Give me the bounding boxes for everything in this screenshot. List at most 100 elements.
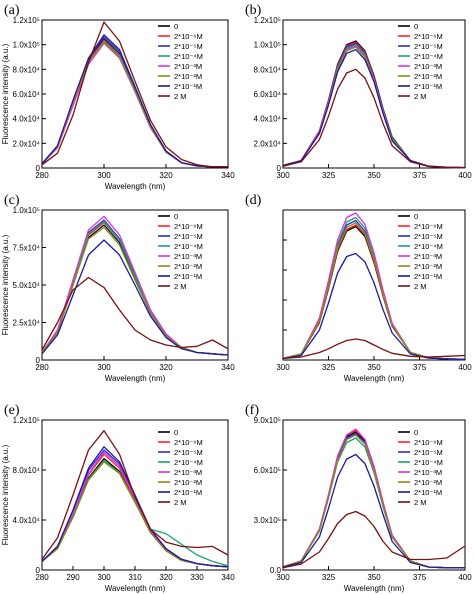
legend-label: 2*10⁻⁵M [174, 232, 203, 241]
y-tick-label: 1.2x10⁵ [13, 416, 40, 425]
series-line [282, 222, 466, 360]
series-line [41, 446, 229, 568]
x-tick-label: 375 [413, 363, 427, 372]
legend-label: 2*10⁻²M [174, 262, 202, 271]
legend-label: 2*10⁻⁵M [174, 42, 203, 51]
y-tick-label: 0 [36, 566, 41, 575]
y-tick-label: 9.0x10⁵ [254, 416, 281, 425]
y-axis-label: Fluorescence intensity (a.u.) [1, 43, 10, 144]
y-tick-label: 4.0x10⁴ [13, 516, 41, 525]
legend-label: 2 M [174, 498, 187, 507]
x-tick-label: 310 [128, 573, 142, 582]
x-tick-label: 325 [322, 171, 336, 180]
series-line [282, 453, 466, 569]
y-tick-label: 0 [277, 164, 282, 173]
legend-label: 2*10⁻⁶M [174, 32, 203, 41]
y-tick-label: 5.0x10⁴ [13, 281, 41, 290]
y-tick-label: 2.0x10⁴ [13, 139, 41, 148]
y-tick-label: 8.0x10⁴ [13, 466, 41, 475]
panel-label: (d) [245, 193, 262, 208]
series-line [41, 34, 229, 168]
panel-6: 300 325 350 375 400 0.0 3.0x10⁵ 6.0x10⁵ 9.0x10⁵ W… [245, 403, 472, 593]
legend-label: 2*10⁻⁵M [414, 448, 443, 457]
legend-label: 2*10⁻⁵M [414, 42, 443, 51]
legend-label: 2*10⁻³M [414, 252, 442, 261]
legend-label: 0 [414, 22, 418, 31]
legend-label: 2*10⁻¹M [174, 272, 202, 281]
legend-label: 0 [174, 22, 178, 31]
x-tick-label: 300 [276, 363, 290, 372]
panel-label: (b) [245, 3, 262, 18]
y-tick-label: 8.0x10⁴ [13, 65, 41, 74]
x-tick-label: 375 [413, 573, 427, 582]
y-tick-label: 0 [36, 356, 41, 365]
panel-5: 280 290 300 310 320 330 340 0 4.0x10⁴ 8.0x10⁴ 1.2x… [1, 403, 235, 593]
y-tick-label: 6.0x10⁵ [254, 466, 281, 475]
legend-label: 2*10⁻³M [174, 252, 202, 261]
x-axis-label: Wavelength (nm) [105, 374, 166, 383]
legend-label: 2*10⁻³M [174, 468, 202, 477]
y-tick-label: 2.5x10⁴ [13, 319, 41, 328]
x-axis-label: Wavelength (nm) [105, 182, 166, 191]
legend-label: 2*10⁻⁶M [174, 222, 203, 231]
series-line [282, 510, 466, 569]
x-tick-label: 300 [276, 573, 290, 582]
legend-label: 2*10⁻²M [414, 478, 442, 487]
legend-label: 2*10⁻⁶M [414, 32, 443, 41]
legend-label: 2*10⁻²M [174, 478, 202, 487]
legend-label: 2 M [414, 498, 427, 507]
x-tick-label: 320 [159, 171, 173, 180]
x-tick-label: 320 [159, 363, 173, 372]
x-axis-label: Wavelength (nm) [344, 374, 405, 383]
panel-1: 280 300 320 340 0 2.0x10⁴ 4.0x10⁴ 6.0x10⁴ 8.0x10… [1, 3, 235, 191]
y-tick-label: 4.0x10⁴ [254, 115, 282, 124]
legend-label: 2*10⁻¹M [414, 488, 442, 497]
x-tick-label: 320 [159, 573, 173, 582]
legend-label: 2*10⁻⁵M [414, 232, 443, 241]
y-axis-label: Fluorescence intensity (a.u.) [1, 234, 10, 335]
x-tick-label: 325 [322, 573, 336, 582]
legend-label: 0 [414, 428, 418, 437]
y-tick-label: 1.0x10⁵ [13, 206, 40, 215]
panel-label: (a) [4, 3, 20, 18]
y-tick-label: 7.5x10⁴ [13, 244, 41, 253]
y-axis-label: Fluorescence intensity (a.u.) [1, 444, 10, 545]
y-tick-label: 1.2x10⁵ [254, 16, 281, 25]
legend-label: 2 M [414, 92, 427, 101]
x-tick-label: 340 [221, 171, 235, 180]
series-line [282, 68, 466, 169]
legend-label: 2*10⁻³M [414, 468, 442, 477]
x-tick-label: 300 [97, 363, 111, 372]
x-tick-label: 350 [367, 171, 381, 180]
legend-label: 2*10⁻²M [414, 262, 442, 271]
x-tick-label: 280 [35, 171, 49, 180]
y-tick-label: 2.0x10⁴ [254, 139, 282, 148]
legend-label: 2*10⁻¹M [174, 82, 202, 91]
y-tick-label: 8.0x10⁴ [254, 65, 282, 74]
x-tick-label: 325 [322, 363, 336, 372]
legend-label: 0 [174, 212, 178, 221]
legend-label: 2*10⁻⁵M [174, 448, 203, 457]
legend-label: 2*10⁻²M [414, 72, 442, 81]
legend-label: 2*10⁻⁶M [414, 438, 443, 447]
x-tick-label: 375 [413, 171, 427, 180]
series-line [282, 338, 466, 360]
x-tick-label: 330 [190, 573, 204, 582]
x-axis-label: Wavelength (nm) [105, 584, 166, 593]
legend-label: 0 [414, 212, 418, 221]
x-tick-label: 300 [276, 171, 290, 180]
panel-label: (f) [245, 403, 259, 418]
legend-label: 2*10⁻³M [174, 62, 202, 71]
x-tick-label: 280 [35, 573, 49, 582]
series-line [282, 41, 466, 169]
legend-label: 2*10⁻¹M [414, 82, 442, 91]
x-tick-label: 340 [221, 363, 235, 372]
panel-2: 300 325 350 375 400 0 2.0x10⁴ 4.0x10⁴ 6.0x10⁴ 8.0… [245, 3, 472, 180]
legend-label: 2*10⁻²M [174, 72, 202, 81]
x-tick-label: 300 [97, 171, 111, 180]
y-tick-label: 6.0x10⁴ [254, 90, 282, 99]
x-tick-label: 350 [367, 363, 381, 372]
x-tick-label: 290 [66, 573, 80, 582]
series-line [41, 276, 229, 351]
